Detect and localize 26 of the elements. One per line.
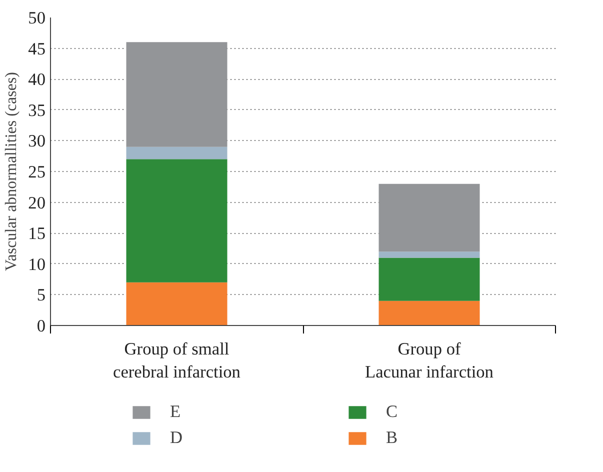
legend-label: B — [386, 428, 399, 448]
y-tick-label: 50 — [28, 8, 46, 28]
legend-label: E — [170, 402, 182, 422]
y-tick-label: 40 — [28, 70, 46, 90]
bar — [126, 282, 228, 326]
bar — [126, 159, 228, 282]
y-tick-label: 5 — [36, 286, 46, 305]
y-tick-label: 15 — [28, 224, 46, 244]
bar — [126, 42, 228, 147]
y-tick-label: 25 — [28, 162, 46, 182]
x-tick-label: Group of Lacunar infarction — [365, 340, 494, 382]
y-tick-label: 35 — [28, 100, 46, 120]
bar — [126, 146, 228, 160]
legend-label: C — [386, 402, 399, 422]
y-tick-label: 30 — [28, 132, 46, 151]
y-axis-title: Vascular abnormallities (cases) — [3, 72, 20, 272]
x-tick-label: Group of small cerebral infarction — [113, 340, 241, 382]
bar — [378, 300, 480, 326]
y-tick-label: 0 — [36, 316, 46, 336]
y-tick-label: 10 — [28, 254, 46, 274]
bar — [378, 184, 480, 252]
legend-label: D — [170, 428, 184, 448]
y-tick-label: 20 — [28, 193, 46, 212]
bar — [378, 252, 480, 258]
bar — [378, 258, 480, 301]
y-tick-label: 45 — [28, 39, 46, 58]
